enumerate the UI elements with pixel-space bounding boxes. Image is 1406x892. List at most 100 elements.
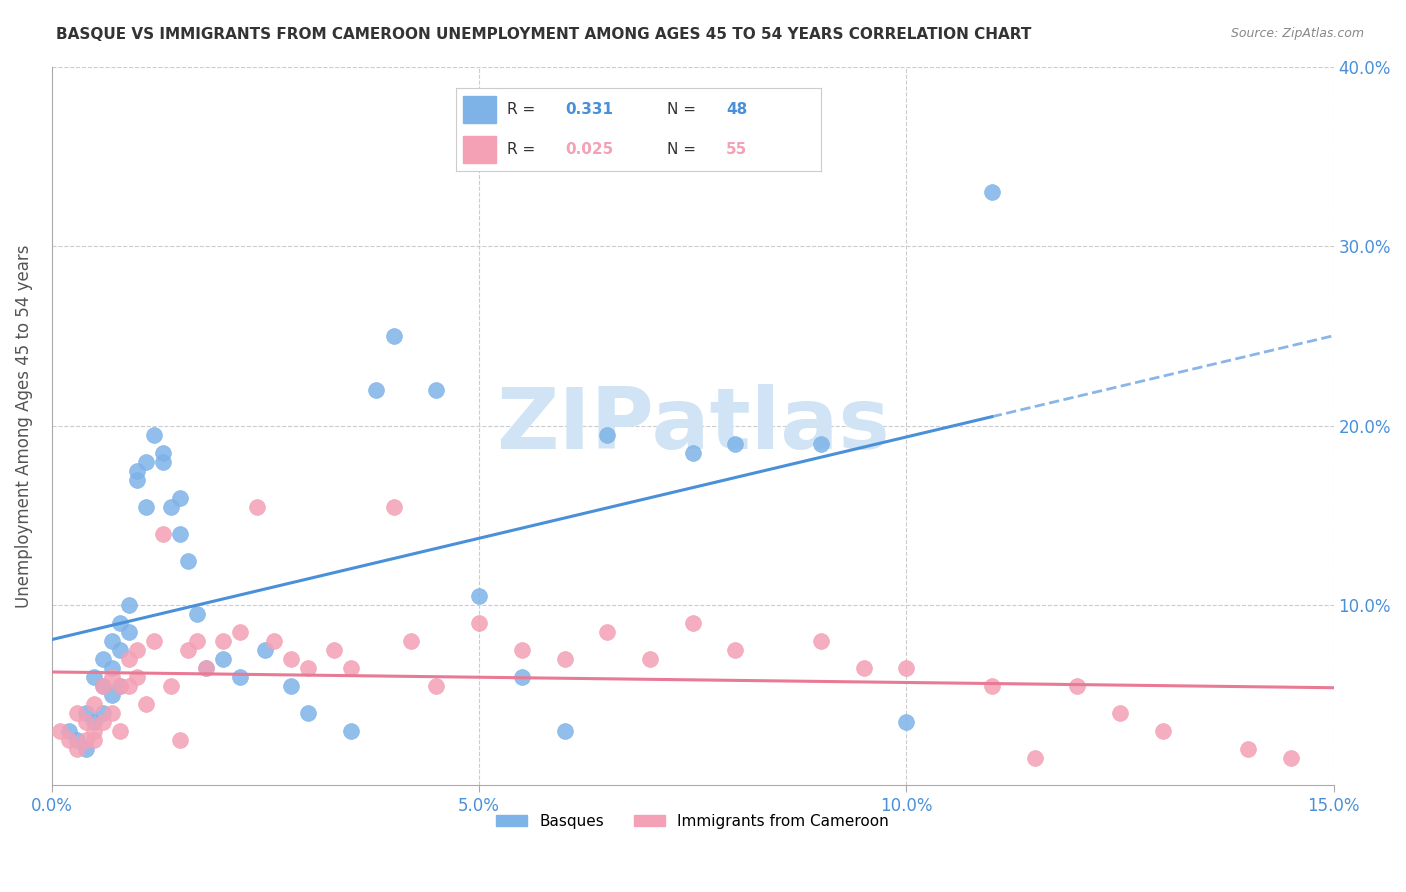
Point [425, 383, 447, 397]
Point [211, 634, 233, 648]
Point [83, 733, 105, 747]
Point [425, 679, 447, 693]
Point [108, 616, 131, 631]
Point [160, 679, 183, 693]
Point [143, 427, 166, 442]
Point [58, 733, 80, 747]
Text: BASQUE VS IMMIGRANTS FROM CAMEROON UNEMPLOYMENT AMONG AGES 45 TO 54 YEARS CORREL: BASQUE VS IMMIGRANTS FROM CAMEROON UNEMP… [56, 27, 1032, 42]
Point [1066, 679, 1088, 693]
Point [118, 599, 141, 613]
Point [682, 616, 704, 631]
Point [152, 526, 174, 541]
Point [177, 643, 200, 657]
Point [297, 706, 319, 721]
Point [135, 500, 157, 514]
Point [596, 427, 619, 442]
Point [135, 698, 157, 712]
Point [1109, 706, 1132, 721]
Text: ZIPatlas: ZIPatlas [496, 384, 890, 467]
Point [127, 473, 149, 487]
Point [254, 643, 277, 657]
Point [108, 679, 131, 693]
Point [118, 679, 141, 693]
Point [100, 706, 122, 721]
Point [135, 455, 157, 469]
Legend: Basques, Immigrants from Cameroon: Basques, Immigrants from Cameroon [491, 808, 896, 835]
Point [91, 715, 114, 730]
Point [596, 625, 619, 640]
Point [382, 500, 405, 514]
Point [682, 446, 704, 460]
Point [83, 724, 105, 739]
Point [169, 491, 191, 505]
Point [366, 383, 388, 397]
Point [152, 446, 174, 460]
Point [263, 634, 285, 648]
Point [75, 742, 97, 756]
Point [194, 661, 217, 675]
Point [1024, 751, 1046, 765]
Point [127, 643, 149, 657]
Point [896, 715, 918, 730]
Text: Source: ZipAtlas.com: Source: ZipAtlas.com [1230, 27, 1364, 40]
Point [91, 652, 114, 666]
Point [468, 590, 491, 604]
Point [1152, 724, 1174, 739]
Point [229, 670, 252, 684]
Point [724, 643, 747, 657]
Point [152, 455, 174, 469]
Point [1237, 742, 1260, 756]
Point [229, 625, 252, 640]
Point [66, 706, 89, 721]
Point [1279, 751, 1302, 765]
Point [91, 706, 114, 721]
Point [322, 643, 344, 657]
Point [280, 679, 302, 693]
Point [297, 661, 319, 675]
Point [118, 625, 141, 640]
Point [108, 724, 131, 739]
Point [553, 724, 575, 739]
Point [399, 634, 422, 648]
Point [724, 437, 747, 451]
Point [100, 634, 122, 648]
Point [49, 724, 72, 739]
Point [83, 670, 105, 684]
Point [510, 643, 533, 657]
Point [468, 616, 491, 631]
Point [980, 186, 1002, 200]
Point [91, 679, 114, 693]
Point [75, 715, 97, 730]
Point [108, 643, 131, 657]
Point [510, 670, 533, 684]
Point [100, 688, 122, 702]
Point [118, 652, 141, 666]
Point [83, 698, 105, 712]
Point [177, 553, 200, 567]
Point [169, 733, 191, 747]
Point [160, 500, 183, 514]
Point [896, 661, 918, 675]
Point [66, 733, 89, 747]
Point [810, 437, 832, 451]
Point [108, 679, 131, 693]
Point [340, 661, 363, 675]
Point [186, 607, 208, 622]
Point [638, 652, 661, 666]
Point [186, 634, 208, 648]
Point [100, 670, 122, 684]
Point [143, 634, 166, 648]
Point [211, 652, 233, 666]
Point [382, 329, 405, 343]
Point [553, 652, 575, 666]
Point [852, 661, 875, 675]
Y-axis label: Unemployment Among Ages 45 to 54 years: Unemployment Among Ages 45 to 54 years [15, 244, 32, 607]
Point [75, 706, 97, 721]
Point [980, 679, 1002, 693]
Point [246, 500, 269, 514]
Point [100, 661, 122, 675]
Point [340, 724, 363, 739]
Point [127, 464, 149, 478]
Point [194, 661, 217, 675]
Point [91, 679, 114, 693]
